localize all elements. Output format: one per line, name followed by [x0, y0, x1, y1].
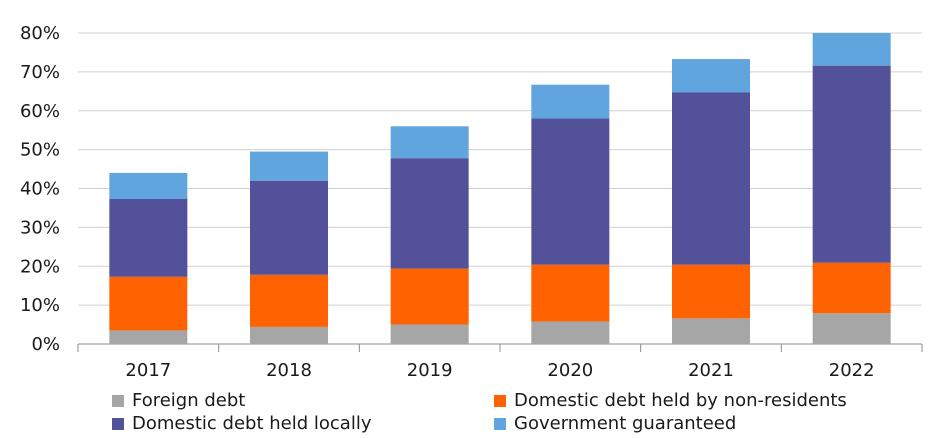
bar-segment	[250, 151, 328, 181]
y-tick-label: 60%	[20, 101, 60, 122]
legend-item-domestic-non-residents: Domestic debt held by non-residents	[494, 390, 847, 411]
bar-segment	[531, 264, 610, 322]
y-tick-label: 20%	[20, 256, 60, 277]
bar-segment	[672, 264, 750, 319]
bar-segment	[250, 274, 328, 327]
bar-segment	[531, 118, 610, 265]
x-tick-label: 2017	[125, 360, 171, 381]
legend-item-foreign-debt: Foreign debt	[112, 390, 245, 411]
x-tick-label: 2022	[829, 360, 875, 381]
bar-segment	[109, 198, 188, 277]
bar-segment	[390, 268, 469, 325]
bar-segment	[390, 324, 469, 344]
bar-segment	[531, 321, 610, 344]
y-tick-label: 40%	[20, 179, 60, 200]
legend-swatch	[112, 394, 124, 407]
legend-item-government-guaranteed: Government guaranteed	[494, 413, 736, 434]
bar-segment	[812, 313, 891, 344]
bar-segment	[531, 84, 610, 119]
bar-segment	[390, 158, 469, 269]
x-tick-label: 2021	[688, 360, 734, 381]
legend-label: Domestic debt held by non-residents	[514, 390, 847, 411]
bar-segment	[672, 318, 750, 344]
bar-segment	[109, 276, 188, 331]
y-tick-label: 80%	[20, 23, 60, 44]
legend-swatch	[494, 417, 506, 430]
legend-label: Government guaranteed	[514, 413, 737, 434]
legend-swatch	[494, 394, 506, 407]
bar-segment	[812, 33, 891, 66]
bar-segment	[390, 126, 469, 159]
bar-segment	[109, 330, 188, 344]
bar-segment	[250, 326, 328, 344]
bar-segment	[250, 180, 328, 275]
legend-swatch	[112, 417, 124, 430]
legend: Foreign debt Domestic debt held by non-r…	[0, 384, 952, 438]
y-tick-label: 10%	[20, 295, 60, 316]
bar-segment	[672, 59, 750, 93]
bar-segment	[812, 65, 891, 263]
y-tick-label: 50%	[20, 140, 60, 161]
legend-label: Foreign debt	[132, 390, 246, 411]
legend-label: Domestic debt held locally	[132, 413, 372, 434]
x-tick-label: 2020	[547, 360, 593, 381]
bar-segment	[812, 262, 891, 314]
bar-segment	[109, 172, 188, 199]
chart-canvas: 0% 10% 20% 30% 40% 50% 60% 70% 80% 2017 2018 2019 20…	[20, 23, 923, 381]
legend-item-domestic-locally: Domestic debt held locally	[112, 413, 371, 434]
bar-segment	[672, 92, 750, 265]
y-tick-label: 0%	[31, 334, 60, 355]
x-tick-label: 2018	[266, 360, 312, 381]
x-tick-label: 2019	[407, 360, 453, 381]
y-tick-label: 30%	[20, 217, 60, 238]
y-tick-label: 70%	[20, 62, 60, 83]
